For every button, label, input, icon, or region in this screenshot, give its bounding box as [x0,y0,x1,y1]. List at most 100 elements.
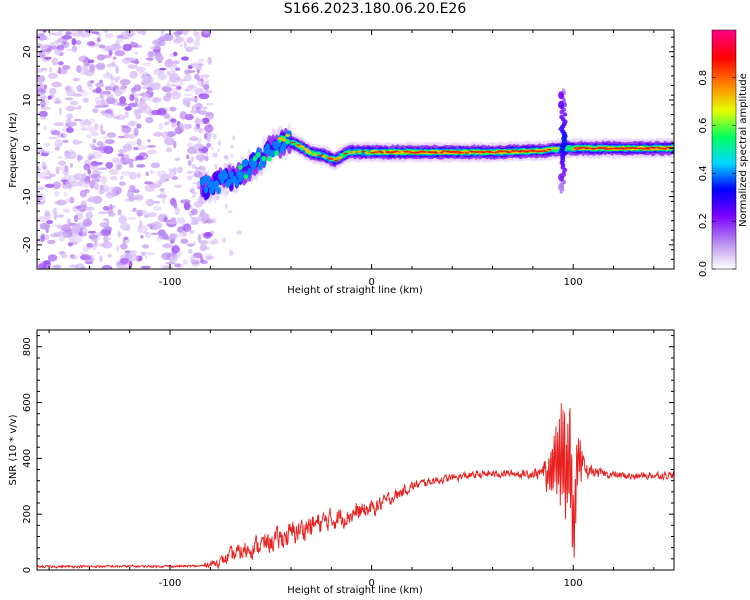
noise-blob [164,59,174,68]
noise-blob [126,30,136,37]
noise-blob [103,226,112,234]
noise-blob [37,165,40,171]
colorbar-cell [712,87,736,91]
noise-blob [174,157,181,161]
noise-blob [86,41,96,46]
ridge-core [543,150,546,152]
ridge-cell [350,150,356,154]
colorbar-cell [712,201,736,204]
noise-blob [82,218,93,227]
noise-blob [75,206,82,209]
colorbar-cell [712,131,736,135]
noise-blob [199,74,210,79]
noise-blob [205,102,214,106]
noise-blob [41,98,45,103]
noise-blob [51,57,59,66]
colorbar-cell [712,115,736,119]
noise-blob [201,259,208,265]
noise-blob [205,111,214,120]
colorbar-cell [712,30,736,33]
ridge-cell [209,187,214,195]
colorbar-cell [712,153,736,157]
colorbar-cell [712,189,736,192]
noise-blob [46,170,51,176]
noise-blob [78,55,89,63]
noise-blob [78,180,82,186]
ridge-core [367,151,371,153]
noise-blob [116,35,124,39]
burst-cell [561,88,566,93]
noise-blob [38,201,45,205]
noise-blob [89,126,96,134]
noise-blob [57,61,64,66]
colorbar-cell [712,129,736,133]
colorbar-cell [712,49,736,53]
noise-blob [81,173,87,179]
noise-blob [94,123,99,131]
colorbar-cell [712,183,736,186]
ridge-core [621,147,625,149]
ridge-core [663,147,667,149]
noise-blob [197,234,201,243]
noise-blob [189,213,193,218]
noise-blob [73,118,82,122]
noise-blob [53,122,64,127]
colorbar-cell [712,225,736,228]
noise-blob [102,136,107,139]
colorbar-cell [712,113,736,117]
ridge-cell [651,147,657,149]
noise-blob [110,176,118,181]
noise-blob [159,67,167,71]
noise-blob [40,116,47,120]
noise-blob [40,106,51,110]
noise-blob [65,105,75,112]
ridge-cell [433,152,439,154]
noise-blob [120,31,132,40]
noise-blob [84,189,90,194]
noise-blob [206,144,211,150]
noise-blob [102,218,109,222]
ridge-core [627,147,631,149]
noise-blob [75,223,81,232]
noise-blob [136,93,146,97]
ridge-cell [455,150,461,152]
noise-blob [122,43,132,52]
noise-blob [42,166,47,170]
colorbar-cell [712,253,736,256]
ridge-core [464,151,468,153]
noise-blob [114,50,126,57]
noise-blob [86,168,90,175]
noise-blob [71,255,78,260]
ridge-cell [586,147,592,149]
noise-blob [105,192,115,199]
noise-blob [99,184,104,191]
colorbar-cell [712,53,736,57]
ridge-cell [531,150,537,152]
noise-blob [214,163,218,170]
noise-blob [37,171,47,179]
noise-blob [210,240,215,245]
noise-blob [151,221,163,230]
noise-blob [86,198,95,203]
noise-blob [145,251,156,256]
noise-blob [186,175,193,181]
colorbar-cell [712,235,736,238]
noise-blob [78,251,86,255]
ridge-cell [219,176,225,184]
noise-blob [87,230,97,234]
colorbar-cell [712,239,736,242]
noise-blob [129,185,136,190]
noise-blob [79,89,85,93]
colorbar-cell [712,111,736,115]
noise-blob [90,166,98,170]
colorbar-cell [712,227,736,230]
noise-blob [96,141,103,147]
noise-blob [230,153,233,159]
noise-blob [177,166,183,174]
ridge-cell [261,155,267,162]
colorbar-cell [712,107,736,111]
noise-blob [174,184,183,188]
noise-blob [79,33,91,38]
noise-blob [187,248,193,254]
noise-blob [92,88,103,93]
